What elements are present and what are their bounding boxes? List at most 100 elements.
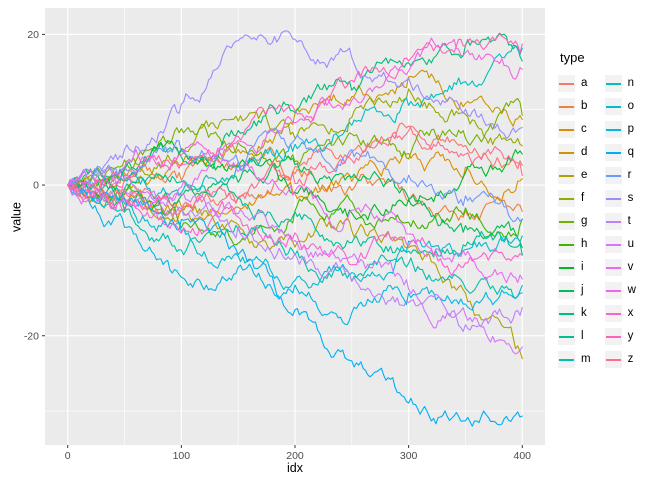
legend-item-c: c [558, 121, 591, 138]
legend-label-v: v [627, 261, 634, 273]
legend-key-w [604, 282, 622, 299]
series-line-s [67, 30, 523, 186]
legend-label-i: i [581, 261, 584, 273]
legend-item-v: v [604, 259, 636, 276]
axes: 0 100 200 300 400 -20 0 20 [24, 29, 531, 462]
legend-label-n: n [627, 77, 634, 89]
legend-key-c [558, 121, 575, 138]
legend-key-y [604, 328, 622, 345]
series-line-k [67, 32, 523, 186]
series-line-a [67, 122, 523, 216]
legend-key-line-v [605, 266, 621, 269]
legend-label-x: x [627, 307, 634, 319]
legend-item-t: t [604, 213, 636, 230]
series-line-u [67, 166, 523, 355]
legend-key-line-i [559, 266, 574, 269]
y-axis-title: value [9, 202, 24, 232]
legend-key-line-b [559, 105, 574, 108]
legend-label-s: s [627, 192, 634, 204]
legend-item-s: s [604, 190, 636, 207]
legend-label-o: o [627, 100, 634, 112]
legend-item-a: a [558, 75, 591, 92]
legend-key-line-y [605, 335, 621, 338]
series-line-x [67, 182, 523, 277]
legend-key-line-o [605, 105, 621, 108]
legend-key-h [558, 236, 575, 253]
legend-key-line-d [559, 151, 574, 154]
legend-key-i [558, 259, 575, 276]
legend-key-line-j [559, 289, 574, 292]
legend-label-c: c [581, 123, 587, 135]
legend-key-line-k [559, 312, 574, 315]
legend-item-n: n [604, 75, 636, 92]
legend-label-a: a [581, 77, 588, 89]
legend-key-line-q [605, 151, 621, 154]
series-line-p [67, 181, 523, 326]
series-line-f [67, 88, 523, 189]
legend-item-r: r [604, 167, 636, 184]
legend-key-o [604, 98, 622, 115]
legend-item-i: i [558, 259, 591, 276]
y-tick-label: 0 [33, 180, 39, 192]
legend-label-r: r [627, 169, 632, 181]
series-line-z [67, 125, 523, 216]
y-tick-label: 20 [27, 29, 39, 41]
legend-key-j [558, 282, 575, 299]
legend-key-line-n [605, 82, 621, 85]
legend-item-h: h [558, 236, 591, 253]
series-line-c [67, 151, 523, 223]
legend-key-x [604, 305, 622, 322]
legend-label-p: p [627, 123, 634, 135]
x-tick-label: 100 [173, 450, 191, 462]
legend-key-line-w [605, 289, 621, 292]
legend-item-e: e [558, 167, 591, 184]
x-tick-label: 0 [65, 450, 71, 462]
legend-label-e: e [581, 169, 588, 181]
legend-key-z [604, 351, 622, 368]
legend-key-line-l [559, 335, 574, 338]
legend-key-line-e [559, 174, 574, 177]
legend-key-p [604, 121, 622, 138]
legend-title: type [560, 50, 585, 65]
series-line-o [67, 184, 523, 290]
legend-label-l: l [581, 330, 584, 342]
series-line-y [67, 33, 523, 203]
legend-item-m: m [558, 351, 591, 368]
series-line-v [67, 157, 523, 284]
series-line-g [67, 97, 523, 191]
series-line-h [67, 178, 523, 246]
legend-label-d: d [581, 146, 588, 158]
legend-label-b: b [581, 100, 588, 112]
legend-key-u [604, 236, 622, 253]
series-line-n [67, 44, 523, 200]
legend-key-s [604, 190, 622, 207]
y-tick-label: -20 [24, 330, 39, 342]
x-axis-title: idx [287, 461, 303, 475]
legend-key-g [558, 213, 575, 230]
legend-label-f: f [581, 192, 585, 204]
legend-item-x: x [604, 305, 636, 322]
legend-key-line-g [559, 220, 574, 223]
legend-label-h: h [581, 238, 588, 250]
legend-key-line-x [605, 312, 621, 315]
legend-key-e [558, 167, 575, 184]
legend-key-line-a [559, 82, 574, 85]
series-lines [67, 30, 523, 427]
legend-key-line-s [605, 197, 621, 200]
legend-item-p: p [604, 121, 636, 138]
x-tick-label: 300 [400, 450, 418, 462]
legend-label-m: m [581, 353, 591, 365]
legend-key-n [604, 75, 622, 92]
legend-key-line-t [605, 220, 621, 223]
legend-item-q: q [604, 144, 636, 161]
series-line-q [67, 184, 523, 427]
legend-key-d [558, 144, 575, 161]
legend-key-f [558, 190, 575, 207]
legend-label-y: y [627, 330, 634, 342]
legend-label-g: g [581, 215, 588, 227]
